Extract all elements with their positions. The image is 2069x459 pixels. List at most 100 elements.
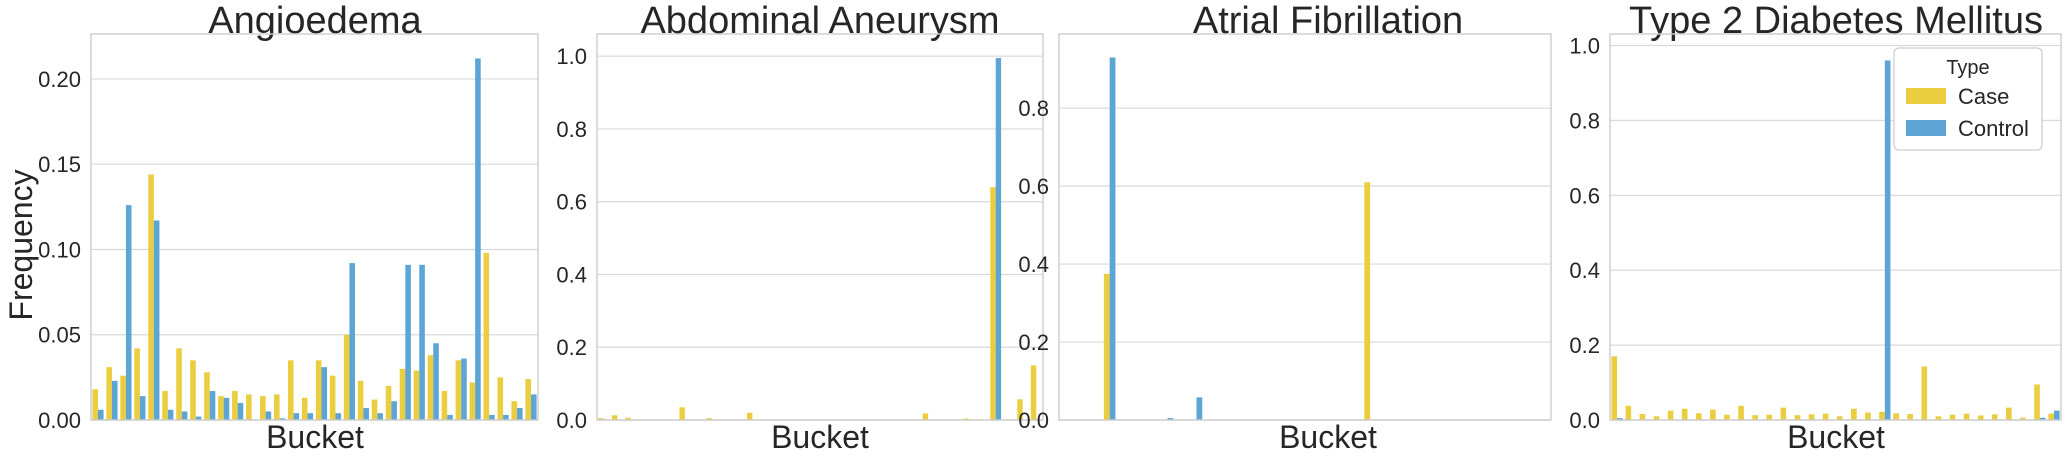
bar-case (1667, 410, 1674, 420)
y-axis-label: Frequency (3, 169, 39, 320)
bar-control (335, 413, 342, 420)
plot-frame (596, 33, 1044, 421)
panel-title: Type 2 Diabetes Mellitus (1629, 0, 2043, 42)
bar-control (377, 413, 383, 420)
bar-control (237, 402, 244, 420)
bar-case (747, 412, 753, 420)
bar-case (1865, 412, 1871, 420)
bar-control (181, 411, 188, 420)
bar-case (92, 389, 98, 420)
bar-case (357, 380, 364, 420)
bar-case (371, 399, 378, 420)
bar-control (223, 397, 230, 420)
bar-case (441, 391, 448, 420)
y-tick-label: 0.0 (1018, 408, 1049, 433)
bar-control (349, 263, 356, 420)
legend: Type Case Control (1893, 47, 2043, 151)
bar-control (363, 408, 369, 420)
bar-case (963, 418, 969, 420)
legend-title: Type (1946, 57, 1989, 79)
bar-case (273, 394, 280, 420)
bar-control (419, 264, 425, 420)
bar-case (1017, 399, 1023, 420)
bar-case (922, 413, 929, 420)
bar-case (1921, 366, 1928, 420)
plot-area: 0.00 0.05 0.10 0.15 0.20 (38, 33, 539, 433)
chart-panel-atrial-fibrillation: Atrial Fibrillation 0.0 0.2 0.4 0.6 0.8 Buck… (1018, 0, 1552, 455)
bar-case (1681, 408, 1688, 420)
bar-case (1822, 413, 1829, 420)
bar-control (97, 409, 104, 420)
bar-control (167, 409, 174, 420)
bar-case (2020, 417, 2026, 420)
bar-case (1364, 182, 1371, 420)
bar-control (391, 401, 397, 420)
bar-case (611, 415, 618, 420)
bar-control (293, 413, 300, 420)
bar-control (139, 396, 146, 420)
bar-control (279, 418, 286, 420)
bar-case (232, 391, 238, 420)
bar-case (106, 367, 112, 420)
bar-control (517, 408, 523, 420)
bar-case (483, 252, 490, 420)
legend-label-control: Control (1958, 116, 2029, 141)
y-tick-label: 0.00 (38, 408, 81, 433)
bar-case (120, 375, 126, 420)
bar-case (329, 375, 336, 420)
bar-control (1167, 418, 1174, 420)
bar-case (2006, 407, 2012, 420)
y-tick-label: 0.8 (1018, 96, 1049, 121)
y-tick-label: 0.2 (556, 335, 587, 360)
bar-control (2053, 410, 2060, 420)
bar-control (995, 58, 1002, 421)
bar-case (1991, 414, 1998, 420)
bar-control (503, 414, 509, 420)
bar-case (1710, 409, 1716, 420)
bar-control (209, 391, 216, 420)
bar-control (447, 414, 453, 420)
bar-case (1780, 407, 1787, 420)
bar-case (1893, 413, 1899, 420)
bar-control (195, 416, 202, 420)
bar-case (2048, 413, 2054, 420)
bar-control (265, 411, 272, 420)
bar-control (405, 264, 411, 420)
bar-case (190, 360, 196, 420)
chart-panel-type-2-diabetes: Type 2 Diabetes Mellitus 0.0 0.2 0.4 0.6 0.8… (1569, 0, 2062, 455)
bar-case (1794, 415, 1801, 420)
y-tick-label: 0.2 (1018, 330, 1049, 355)
bar-case (1949, 414, 1956, 420)
bar-case (469, 382, 476, 420)
bar-control (1617, 418, 1623, 420)
bar-case (1963, 413, 1970, 420)
y-tick-label: 0.6 (556, 190, 587, 215)
bar-case (1879, 411, 1885, 420)
plot-frame (90, 33, 539, 421)
y-tick-label: 0.05 (38, 323, 81, 348)
x-axis-label: Bucket (1787, 419, 1885, 455)
bar-case (1738, 405, 1744, 420)
bar-control (433, 343, 439, 420)
bar-case (598, 418, 604, 420)
bar-case (1935, 416, 1942, 420)
bar-case (1695, 413, 1702, 420)
bar-case (1030, 365, 1037, 420)
bar-case (427, 355, 434, 420)
bar-case (1639, 414, 1646, 420)
y-tick-label: 0.20 (38, 67, 81, 92)
bar-control (531, 394, 537, 420)
bar-case (1653, 416, 1660, 420)
x-axis-label: Bucket (1279, 419, 1377, 455)
bar-case (497, 377, 504, 420)
bar-control (1109, 57, 1116, 420)
plot-frame (1058, 33, 1552, 421)
panel-title: Abdominal Aneurysm (640, 0, 999, 42)
bar-control (475, 58, 481, 420)
bar-case (204, 372, 210, 420)
y-tick-label: 0.8 (556, 117, 587, 142)
bar-case (301, 397, 308, 420)
plot-frame (1609, 33, 2062, 421)
bar-control (489, 414, 495, 420)
bar-case (625, 417, 631, 420)
